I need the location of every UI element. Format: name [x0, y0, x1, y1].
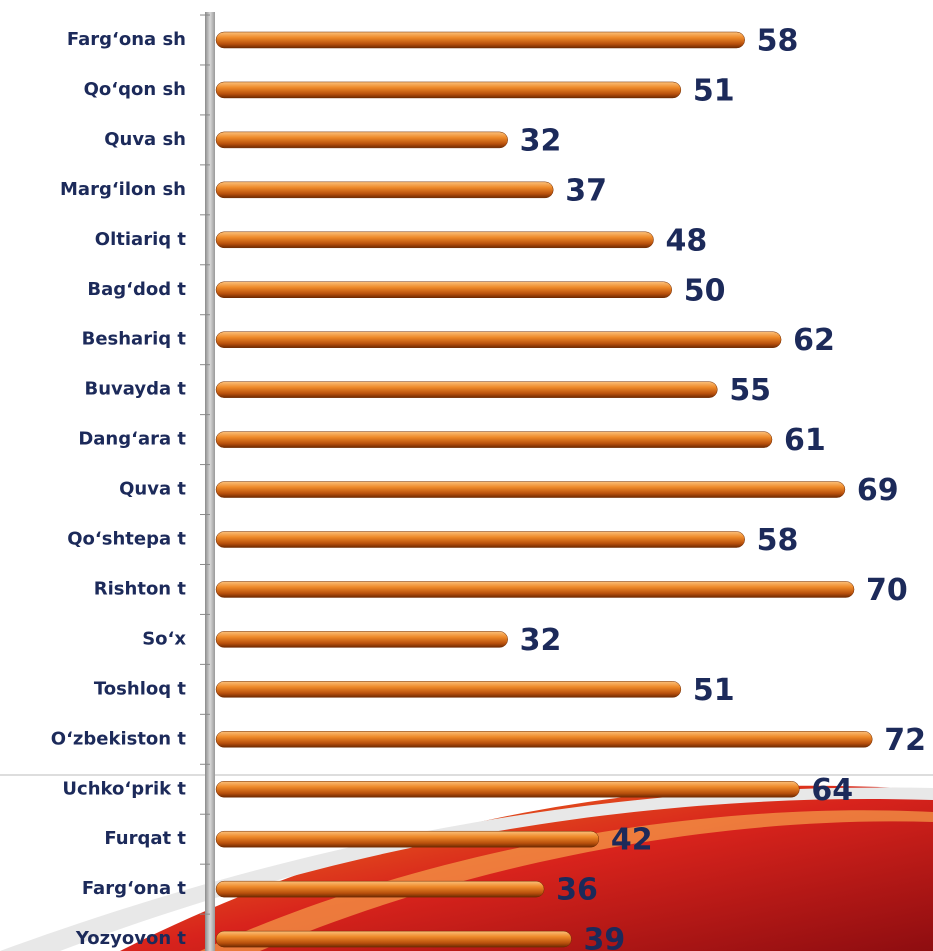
bar	[215, 281, 672, 298]
bar	[215, 231, 654, 249]
bar	[215, 181, 554, 199]
value-label: 70	[866, 573, 908, 608]
y-tick-label: Farg‘ona t	[82, 878, 187, 899]
bar	[215, 830, 600, 848]
y-tick-label: Uchko‘prik t	[62, 778, 186, 799]
y-tick-label: Qo‘shtepa t	[67, 529, 186, 550]
y-tick-label: Oltiariq t	[95, 229, 187, 250]
value-label: 62	[793, 323, 835, 358]
y-tick-label: Buvayda t	[85, 379, 187, 400]
value-label: 61	[784, 423, 826, 458]
y-tick-label: Farg‘ona sh	[67, 29, 186, 50]
value-label: 42	[611, 823, 653, 858]
y-tick-label: Bag‘dod t	[87, 279, 186, 300]
value-label: 51	[693, 673, 735, 708]
value-label: 69	[857, 473, 899, 508]
bar	[215, 481, 846, 498]
value-label: 37	[565, 173, 607, 208]
y-tick-label: Qo‘qon sh	[84, 79, 186, 100]
y-tick-label: Marg‘ilon sh	[60, 179, 186, 200]
value-label: 39	[583, 923, 625, 951]
y-tick-label: Rishton t	[94, 578, 187, 599]
value-label: 50	[684, 273, 726, 308]
y-tick-label: So‘x	[142, 628, 186, 649]
y-tick-label: O‘zbekiston t	[51, 728, 187, 749]
bar	[215, 681, 682, 698]
axis	[205, 12, 215, 951]
bar	[215, 731, 873, 748]
y-tick-label: Furqat t	[104, 828, 186, 849]
value-label: 58	[757, 523, 799, 558]
value-label: 51	[693, 73, 735, 108]
value-label: 64	[811, 773, 853, 808]
bar	[215, 81, 682, 99]
bar	[215, 331, 782, 348]
value-label: 72	[884, 723, 926, 758]
value-label: 32	[520, 623, 562, 658]
bar	[215, 431, 773, 448]
y-tick-label: Quva sh	[104, 129, 186, 150]
y-tick-label: Toshloq t	[94, 678, 186, 699]
bar	[215, 581, 855, 598]
value-label: 36	[556, 873, 598, 908]
bar	[215, 531, 745, 548]
bar	[215, 381, 718, 398]
value-label: 48	[666, 223, 708, 258]
value-label: 58	[757, 24, 799, 59]
y-tick-label: Yozyovon t	[75, 928, 187, 949]
y-tick-label: Dang‘ara t	[78, 429, 186, 450]
bar	[215, 880, 545, 898]
y-tick-label: Quva t	[119, 479, 186, 500]
bar	[215, 131, 508, 149]
bar	[215, 31, 745, 49]
value-label: 55	[729, 373, 771, 408]
value-label: 32	[520, 123, 562, 158]
bar	[215, 930, 572, 948]
y-tick-label: Beshariq t	[82, 329, 187, 350]
bar	[215, 781, 800, 798]
background-decoration	[0, 774, 933, 951]
bar	[215, 631, 508, 648]
